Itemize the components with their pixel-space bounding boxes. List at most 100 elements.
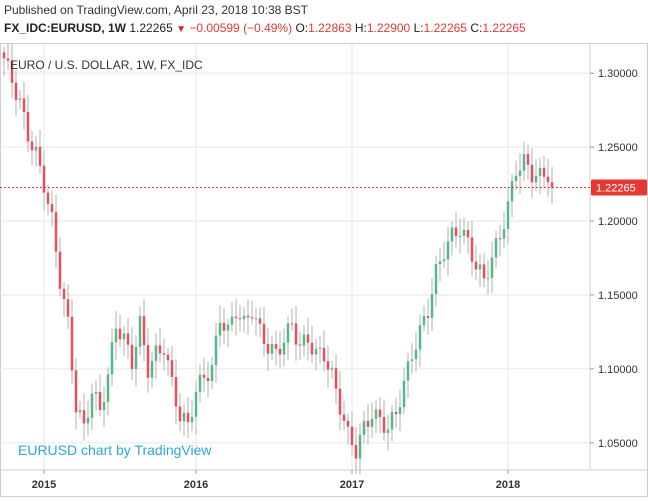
candle-body [390,411,394,430]
candle-body [302,334,306,346]
candle-body [38,146,42,166]
candle [482,253,486,288]
candle [174,359,178,425]
candle-body [510,181,514,202]
high-label: H: [354,21,367,35]
last-price-tag: 1.22265 [591,179,647,196]
chart-frame: 1.30000 1.25000 1.20000 1.15000 1.10000 1.050… [0,43,648,497]
candle-body [262,323,266,344]
candle [238,305,242,332]
candle-body [506,201,510,230]
candle [218,305,222,348]
candle-body [42,165,46,193]
candle-body [542,167,546,177]
candle-body [250,317,254,319]
candle [210,356,214,389]
candle-body [538,167,542,177]
x-tick-label: 2017 [340,479,364,491]
candle [94,380,98,411]
candle [390,405,394,442]
candle [354,427,358,474]
candle-body [90,393,94,418]
open-label: O: [295,21,309,35]
candle-body [354,445,358,459]
candle-body [318,347,322,349]
candle [374,400,378,434]
candle-body [234,316,238,319]
candle [118,314,122,347]
price-change: −0.00599 (−0.49%) [189,21,293,35]
candle [110,328,114,387]
y-tick-label: 1.20000 [598,216,638,228]
candle [366,404,370,445]
candle-body [458,235,462,237]
last-price-tag-label: 1.22265 [596,183,636,195]
candle-body [442,259,446,262]
candle [30,131,34,166]
candle [318,336,322,364]
candle [250,300,254,325]
candle [242,307,246,333]
candle-body [22,98,26,112]
candle [446,226,450,277]
candle [434,255,438,307]
y-axis: 1.30000 1.25000 1.20000 1.15000 1.10000 1.050… [590,68,638,450]
candle [62,282,66,317]
candle [98,374,102,417]
candle-body [18,98,22,100]
grid-lines [0,43,590,470]
candle [206,361,210,398]
candle [278,331,282,369]
candle [398,389,402,431]
candle [502,211,506,249]
candle [138,306,142,356]
candle [426,298,430,335]
candle [530,148,534,199]
candle [214,322,218,383]
candle [546,159,550,197]
candle [178,393,182,432]
candle-body [198,374,202,392]
candle-body [62,288,66,300]
candle [54,194,58,269]
candle [266,328,270,372]
candle [154,333,158,379]
candle-body [382,417,386,433]
candle-body [430,294,434,318]
candle-body [326,361,330,370]
candle-body [330,368,334,370]
candle [422,305,426,332]
candle-body [218,322,222,336]
candle [430,277,434,332]
candle-body [438,261,442,265]
candle-body [46,192,50,204]
candle [126,317,130,359]
candle-body [306,334,310,343]
candle [506,187,510,245]
candle [514,160,518,191]
last-price-tag-box [591,179,647,196]
triangle-down-icon: ▼ [176,24,186,35]
candle [102,386,106,427]
candle [358,423,362,475]
candle-body [414,349,418,360]
candle-body [146,345,150,378]
candle-body [310,342,314,355]
candle-body [66,299,70,317]
candle [18,89,22,109]
candle-body [206,377,210,382]
candle-body [82,410,86,424]
candle-body [110,342,114,375]
candle [190,399,194,431]
candle-body [406,361,410,381]
chart-border [0,43,648,497]
candle-body [282,342,286,355]
candle-body [434,264,438,295]
candle [386,414,390,451]
chart-title: EURO / U.S. DOLLAR, 1W, FX_IDC [10,58,203,72]
candle [346,413,350,445]
candle-body [190,416,194,423]
watermark: EURUSD chart by TradingView [18,442,212,458]
candle-body [2,52,6,59]
candle [454,212,458,248]
